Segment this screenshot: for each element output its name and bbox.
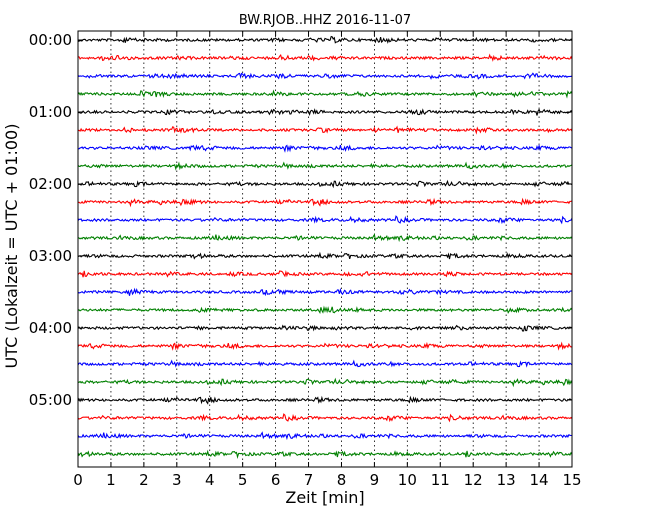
x-axis-label: Zeit [min] (285, 488, 364, 507)
seismic-trace (77, 72, 573, 80)
seismic-trace (77, 341, 573, 351)
seismic-trace (77, 377, 573, 388)
seismic-trace (77, 215, 573, 225)
y-tick-label: 05:00 (29, 391, 72, 409)
seismic-trace (77, 359, 573, 368)
x-tick-label: 0 (73, 471, 83, 489)
plot-frame (77, 30, 573, 468)
seismic-trace (78, 143, 573, 153)
seismic-trace (77, 251, 573, 260)
x-tick-label: 8 (337, 471, 347, 489)
seismic-trace (77, 324, 573, 332)
seismic-trace (77, 125, 573, 135)
y-tick-label: 01:00 (29, 103, 72, 121)
x-tick-label: 9 (370, 471, 380, 489)
x-tick-label: 3 (172, 471, 182, 489)
seismic-trace (77, 413, 573, 423)
x-tick-label: 10 (398, 471, 417, 489)
seismic-trace (77, 449, 573, 460)
seismic-trace (77, 270, 573, 278)
seismic-trace (77, 179, 573, 189)
x-tick-label: 2 (139, 471, 149, 489)
seismic-trace (77, 233, 573, 243)
seismic-trace (77, 305, 573, 314)
y-tick-label: 00:00 (29, 31, 72, 49)
y-tick-label: 03:00 (29, 247, 72, 265)
seismic-trace (77, 287, 573, 297)
seismic-trace (77, 53, 573, 62)
x-tick-label: 7 (304, 471, 314, 489)
x-tick-label: 12 (464, 471, 483, 489)
seismic-trace (77, 35, 573, 44)
seismic-trace (77, 431, 572, 441)
x-tick-label: 4 (205, 471, 215, 489)
seismic-trace (77, 89, 573, 99)
x-tick-label: 11 (431, 471, 450, 489)
x-tick-label: 13 (497, 471, 516, 489)
seismic-trace (77, 108, 573, 116)
y-tick-label: 02:00 (29, 175, 72, 193)
x-tick-label: 14 (530, 471, 549, 489)
x-tick-label: 5 (238, 471, 248, 489)
chart-title: BW.RJOB..HHZ 2016-11-07 (239, 13, 411, 28)
grid-layer (110, 31, 540, 467)
seismic-trace (77, 161, 573, 171)
seismic-trace (77, 197, 573, 208)
x-tick-label: 6 (271, 471, 281, 489)
x-tick-label: 1 (106, 471, 116, 489)
y-tick-label: 04:00 (29, 319, 72, 337)
y-axis-label: UTC (Lokalzeit = UTC + 01:00) (2, 124, 21, 369)
x-tick-label: 15 (562, 471, 581, 489)
trace-layer (77, 35, 573, 460)
tick-layer: 0 1 2 3 4 5 6 7 8 9 10 11 12 13 14 1500:0001:0002:0003:… (29, 31, 582, 489)
seismic-trace (77, 395, 573, 405)
